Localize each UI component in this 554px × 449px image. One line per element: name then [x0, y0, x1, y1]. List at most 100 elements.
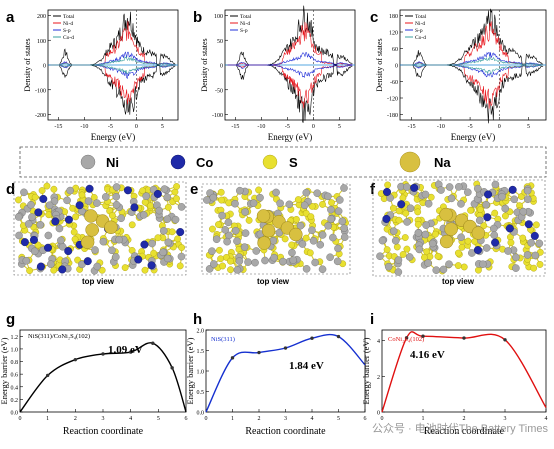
atom-icon	[384, 182, 390, 188]
atom-icon	[295, 196, 301, 202]
atom-icon	[512, 265, 519, 272]
atom-icon	[400, 251, 406, 257]
atom-icon	[232, 227, 239, 234]
atom-icon	[161, 185, 168, 192]
atom-icon	[324, 193, 331, 200]
ytick-label: 0	[220, 64, 223, 70]
atom-icon	[461, 264, 467, 270]
atom-icon	[227, 266, 233, 272]
atom-icon	[67, 187, 74, 194]
atom-icon	[94, 263, 101, 270]
atom-icon	[326, 254, 333, 261]
atom-icon	[506, 225, 514, 233]
x-axis-label: Energy (eV)	[451, 132, 496, 142]
atom-icon	[319, 266, 326, 273]
atom-icon	[392, 237, 399, 244]
ytick-label: 0.4	[11, 385, 19, 391]
legend-entry: Ni-d	[240, 21, 250, 27]
atom-icon	[76, 201, 84, 209]
ytick-label: 50	[217, 39, 223, 45]
xtick-label: 0	[205, 416, 208, 422]
atom-icon	[20, 189, 27, 196]
atom-icon	[178, 253, 185, 260]
atom-icon	[57, 237, 64, 244]
atom-icon	[303, 265, 310, 272]
atom-icon	[290, 257, 297, 264]
y-axis-label: Density of states	[200, 38, 209, 91]
atom-icon	[390, 228, 397, 235]
atom-icon	[65, 216, 73, 224]
atom-icon	[288, 249, 295, 256]
legend-entry: S-p	[415, 28, 423, 34]
na-atom-icon	[262, 224, 275, 237]
structure-f	[373, 180, 545, 276]
atom-icon	[236, 257, 243, 264]
atom-icon	[155, 235, 161, 241]
xtick-label: 5	[527, 124, 530, 130]
atom-icon	[159, 249, 166, 256]
atom-icon	[341, 225, 348, 232]
atom-icon	[32, 194, 38, 200]
atom-icon	[154, 190, 162, 198]
atom-icon	[173, 183, 179, 189]
ni-atom-icon	[81, 155, 95, 169]
atom-icon	[476, 217, 483, 224]
atom-icon	[328, 215, 335, 222]
atom-icon	[174, 236, 180, 242]
ytick-label: 0	[43, 64, 46, 70]
atom-icon	[528, 239, 535, 246]
atom-icon	[492, 181, 499, 188]
atom-icon	[310, 237, 317, 244]
ytick-label: 1.2	[11, 335, 19, 341]
xtick-label: -15	[408, 124, 416, 130]
atom-icon	[379, 237, 386, 244]
atom-icon	[148, 262, 156, 270]
atom-icon	[423, 222, 430, 229]
atom-icon	[457, 234, 464, 241]
atom-icon	[256, 194, 263, 201]
atom-icon	[222, 226, 229, 233]
atom-icon	[537, 261, 543, 267]
atom-icon	[524, 196, 531, 203]
atom-icon	[491, 232, 498, 239]
atom-icon	[46, 212, 52, 218]
atom-icon	[173, 195, 179, 201]
xtick-label: 6	[185, 416, 188, 422]
atom-icon	[226, 200, 232, 206]
atom-icon	[224, 238, 231, 245]
atom-icon	[164, 255, 171, 262]
atom-icon	[219, 263, 225, 269]
legend-entry: Ni-d	[415, 21, 425, 27]
xtick-label: -5	[468, 124, 473, 130]
data-point	[503, 338, 506, 341]
atom-icon	[134, 256, 142, 264]
atom-icon	[219, 212, 226, 219]
caption-e: top view	[257, 277, 290, 286]
panel-label-h: h	[193, 311, 202, 328]
atom-icon	[406, 253, 413, 260]
atom-icon	[142, 199, 148, 205]
xtick-label: 4	[311, 416, 314, 422]
atom-icon	[335, 208, 342, 215]
atom-icon	[446, 183, 453, 190]
atom-icon	[319, 201, 325, 207]
atom-icon	[210, 260, 217, 267]
energy-curve	[382, 332, 546, 412]
x-axis-label: Energy (eV)	[91, 132, 136, 142]
atom-icon	[26, 267, 32, 273]
atom-icon	[233, 238, 240, 245]
ytick-label: -180	[387, 113, 398, 119]
atom-icon	[336, 196, 343, 203]
atom-icon	[395, 268, 402, 275]
atom-icon	[160, 227, 167, 234]
atom-icon	[437, 186, 444, 193]
atom-icon	[208, 248, 215, 255]
atom-icon	[317, 241, 324, 248]
ytick-label: -60	[390, 80, 398, 86]
atom-icon	[23, 257, 30, 264]
atom-icon	[72, 214, 78, 220]
atom-icon	[308, 227, 315, 234]
